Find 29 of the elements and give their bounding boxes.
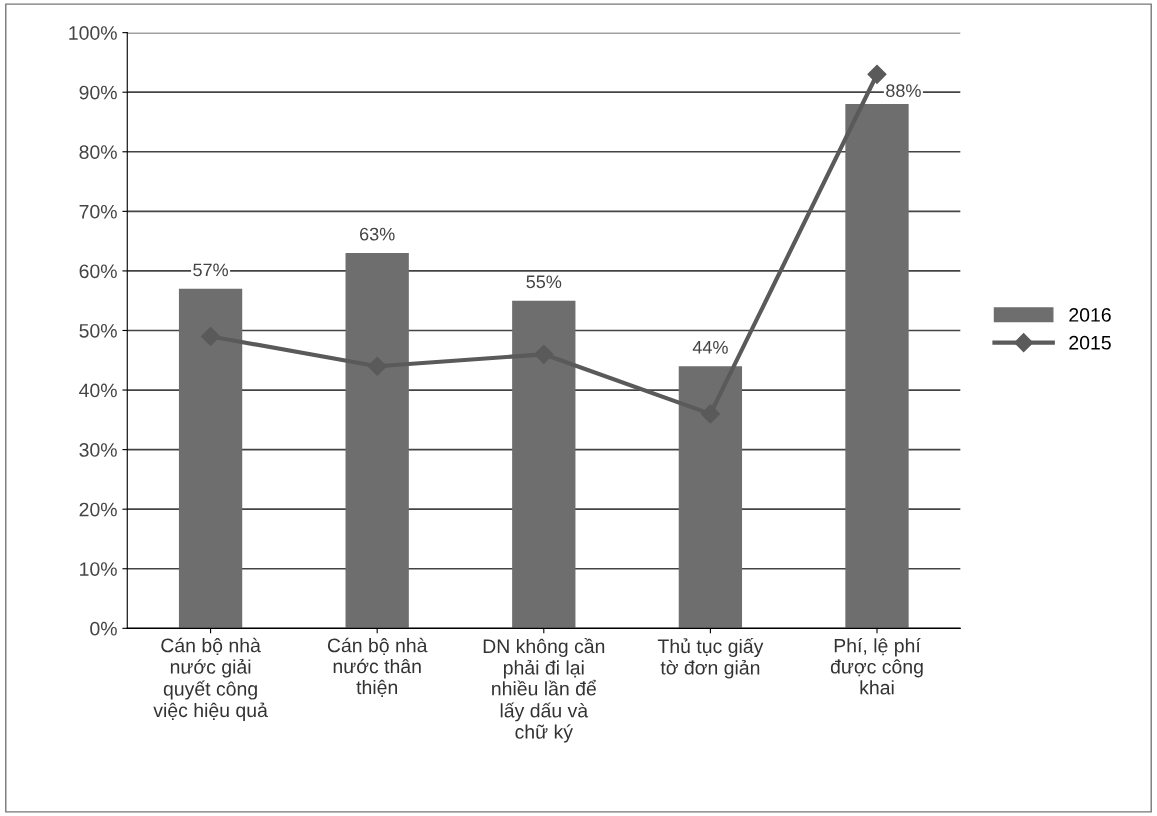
x-tick-label: Phí, lệ phí được công khai	[830, 638, 923, 695]
bar	[345, 253, 409, 629]
data-label: 55%	[526, 275, 562, 289]
bar	[178, 288, 243, 629]
legend-label: 2016	[1069, 308, 1111, 322]
y-tick-label: 50%	[79, 323, 117, 338]
y-tick-label: 30%	[79, 443, 117, 457]
data-label: 88%	[886, 84, 921, 97]
x-tick-label: Thủ tục giấy tờ đơn giản	[657, 638, 764, 679]
legend-label: 2015	[1069, 335, 1111, 350]
data-label: 57%	[193, 263, 228, 277]
y-tick-label: 0%	[90, 621, 117, 636]
x-tick-label: Cán bộ nhà nước giải quyết công việc hiệu quả	[153, 637, 268, 722]
y-tick-label: 70%	[79, 204, 117, 219]
y-tick-label: 60%	[79, 264, 117, 279]
bar	[845, 104, 909, 629]
y-tick-label: 10%	[80, 562, 117, 576]
y-tick-label: 100%	[69, 26, 117, 40]
x-tick-label: DN không cần phải đi lại nhiều lần để lấy dấu và chữ ký	[483, 638, 605, 743]
bar	[678, 366, 743, 629]
point	[867, 64, 887, 84]
bar	[512, 300, 576, 629]
data-label: 44%	[692, 341, 728, 354]
data-label: 63%	[360, 227, 395, 241]
y-tick-label: 40%	[79, 383, 117, 398]
x-tick-label: Cán bộ nhà nước thân thiện	[327, 637, 428, 697]
y-tick-label: 80%	[79, 145, 117, 160]
y-tick-label: 90%	[79, 85, 117, 100]
y-tick-label: 20%	[79, 502, 117, 517]
